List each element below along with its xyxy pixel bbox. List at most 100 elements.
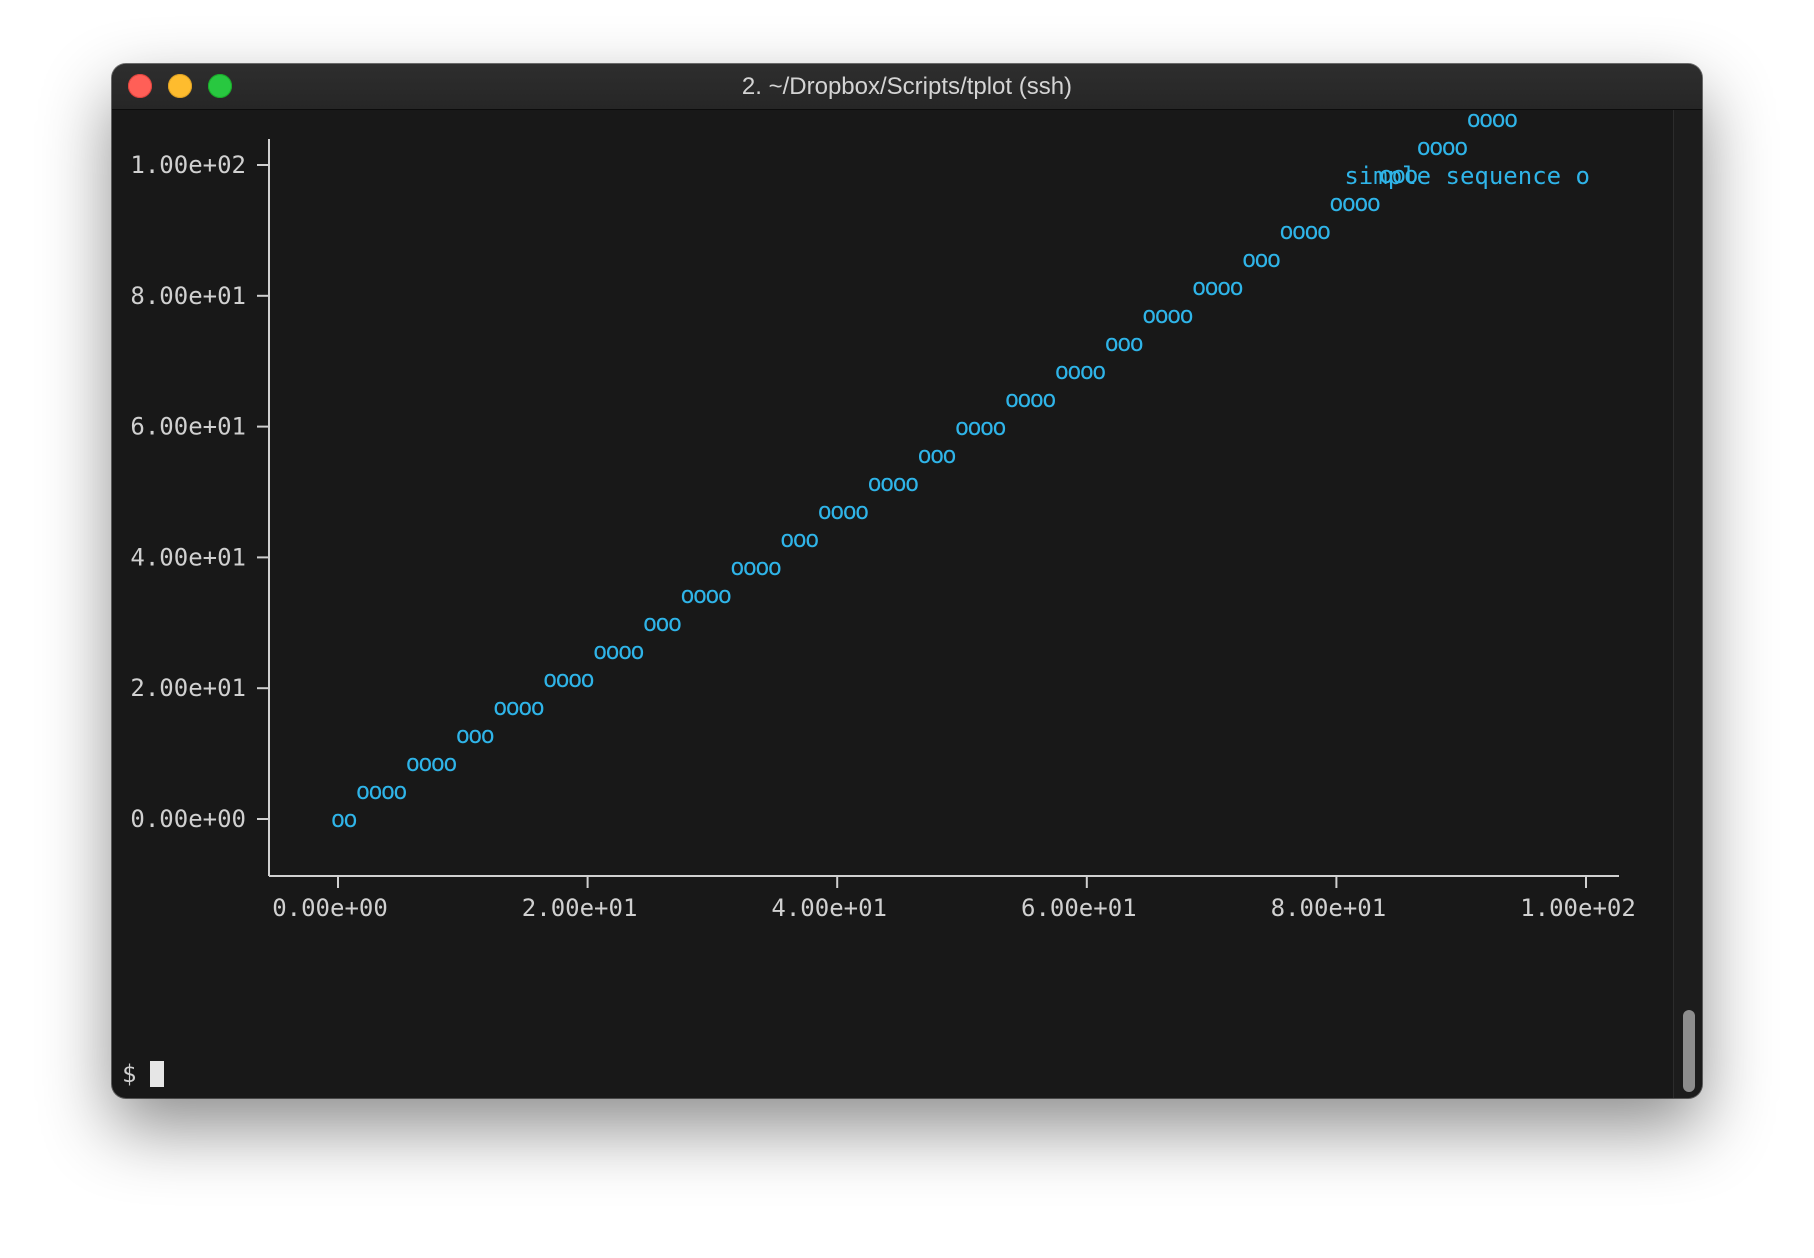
data-point: o [1080, 357, 1094, 385]
data-point: o [693, 581, 707, 609]
data-point: o [942, 441, 956, 469]
data-point: o [655, 609, 669, 637]
data-point: o [880, 469, 894, 497]
data-point: o [980, 413, 994, 441]
data-point: o [817, 497, 831, 525]
data-point: o [992, 413, 1006, 441]
data-point: o [830, 497, 844, 525]
data-point: o [668, 609, 682, 637]
data-point: o [1217, 273, 1231, 301]
data-point: o [1254, 245, 1268, 273]
data-point: o [1417, 133, 1431, 161]
title-bar[interactable]: 2. ~/Dropbox/Scripts/tplot (ssh) [112, 64, 1702, 110]
data-point: o [1030, 385, 1044, 413]
data-point: o [705, 581, 719, 609]
data-point: o [1466, 110, 1480, 133]
y-tick-label: 6.00e+01 [130, 413, 246, 441]
data-point: o [867, 469, 881, 497]
data-point: o [1229, 273, 1243, 301]
scatter-plot: 0.00e+00 2.00e+01 4.00e+01 6.00e+01 8.00e+01… [130, 64, 1636, 922]
data-point: o [1479, 110, 1493, 133]
data-point: o [481, 721, 495, 749]
data-point: o [543, 665, 557, 693]
x-tick-label: 1.00e+02 [1520, 894, 1636, 922]
data-point: o [793, 525, 807, 553]
data-point: o [505, 693, 519, 721]
data-point: o [1129, 329, 1143, 357]
data-point: o [1392, 161, 1406, 189]
data-point: o [1354, 189, 1368, 217]
data-point: o [1267, 245, 1281, 273]
data-point: o [1292, 217, 1306, 245]
data-point: o [568, 665, 582, 693]
data-point: o [855, 497, 869, 525]
data-point: o [1092, 357, 1106, 385]
data-point: o [331, 805, 345, 833]
data-point: o [1192, 273, 1206, 301]
window-title: 2. ~/Dropbox/Scripts/tplot (ssh) [741, 73, 1073, 100]
y-tick-label: 8.00e+01 [130, 282, 246, 310]
data-point: o [530, 693, 544, 721]
scrollbar[interactable] [1673, 110, 1702, 1098]
data-point: o [892, 469, 906, 497]
text-cursor [150, 1061, 164, 1087]
data-point: o [1204, 273, 1218, 301]
data-point: o [1055, 357, 1069, 385]
data-point: o [593, 637, 607, 665]
data-point: o [1179, 301, 1193, 329]
data-point: o [493, 693, 507, 721]
y-tick-label: 4.00e+01 [130, 543, 246, 571]
data-point: o [443, 749, 457, 777]
axes [268, 139, 1619, 877]
data-point: o [1242, 245, 1256, 273]
terminal-window: 2. ~/Dropbox/Scripts/tplot (ssh) 0.00e+0… [112, 64, 1702, 1098]
zoom-button[interactable] [208, 74, 232, 98]
shell-prompt: $ [122, 1060, 137, 1088]
data-point: o [718, 581, 732, 609]
data-point: o [780, 525, 794, 553]
data-point: o [1317, 217, 1331, 245]
data-point: o [1304, 217, 1318, 245]
data-point: o [1379, 161, 1393, 189]
data-point: o [1279, 217, 1293, 245]
data-point: o [431, 749, 445, 777]
y-ticks: 0.00e+00 2.00e+01 4.00e+01 6.00e+01 8.00e+01… [130, 151, 269, 833]
minimize-button[interactable] [168, 74, 192, 98]
data-point: o [1167, 301, 1181, 329]
data-point: o [1367, 189, 1381, 217]
data-points: oooooooooooooooooooooooooooooooooooooooo… [331, 64, 1581, 833]
scrollbar-thumb[interactable] [1683, 1010, 1695, 1092]
data-point: o [768, 553, 782, 581]
data-point: o [605, 637, 619, 665]
x-ticks: 0.00e+00 2.00e+01 4.00e+01 6.00e+01 8.00e+01… [272, 876, 1636, 922]
data-point: o [755, 553, 769, 581]
data-point: o [1329, 189, 1343, 217]
data-point: o [1105, 329, 1119, 357]
data-point: o [356, 777, 370, 805]
y-tick-label: 2.00e+01 [130, 674, 246, 702]
data-point: o [730, 553, 744, 581]
data-point: o [643, 609, 657, 637]
data-point: o [930, 441, 944, 469]
data-point: o [1154, 301, 1168, 329]
legend-label: simple sequence o [1344, 162, 1590, 190]
data-point: o [518, 693, 532, 721]
close-button[interactable] [128, 74, 152, 98]
data-point: o [842, 497, 856, 525]
data-point: o [1017, 385, 1031, 413]
data-point: o [381, 777, 395, 805]
data-point: o [680, 581, 694, 609]
data-point: o [1342, 189, 1356, 217]
data-point: o [368, 777, 382, 805]
data-point: o [630, 637, 644, 665]
data-point: o [917, 441, 931, 469]
data-point: o [1042, 385, 1056, 413]
data-point: o [1454, 133, 1468, 161]
x-tick-label: 8.00e+01 [1271, 894, 1387, 922]
terminal-content[interactable]: 0.00e+00 2.00e+01 4.00e+01 6.00e+01 8.00e+01… [112, 64, 1672, 1098]
x-tick-label: 2.00e+01 [522, 894, 638, 922]
data-point: o [743, 553, 757, 581]
data-point: o [1117, 329, 1131, 357]
data-point: o [1142, 301, 1156, 329]
data-point: o [393, 777, 407, 805]
